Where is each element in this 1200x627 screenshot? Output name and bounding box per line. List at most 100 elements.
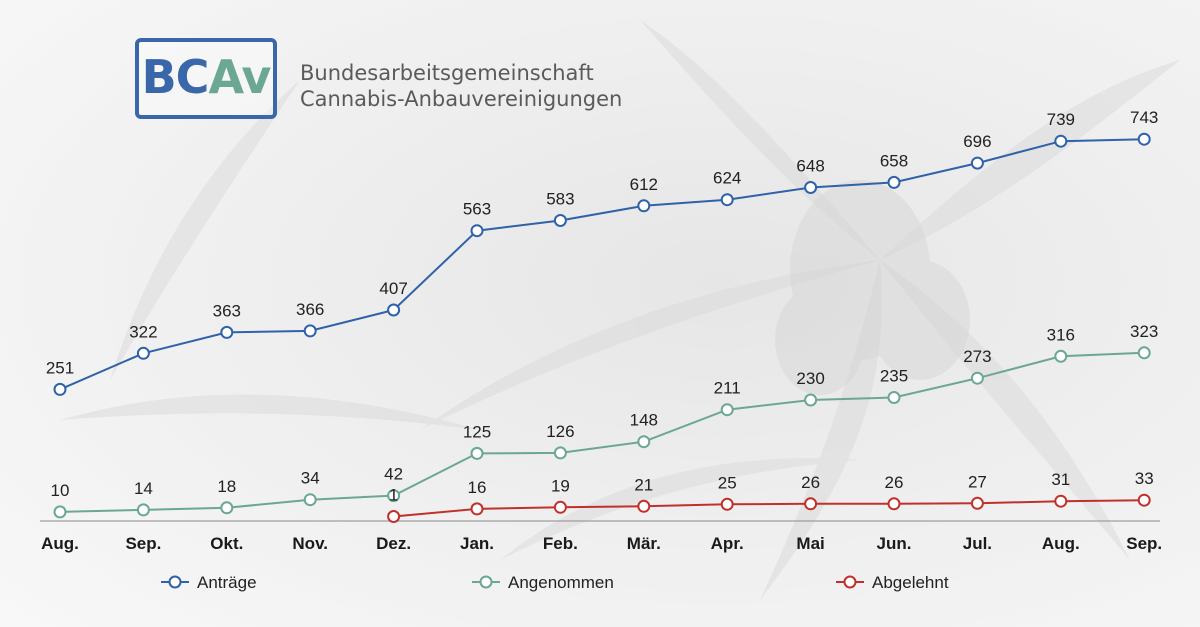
data-point [136, 503, 150, 517]
series-line [59, 138, 1145, 391]
legend-swatch-marker [843, 575, 857, 589]
x-tick-label: Aug. [1042, 534, 1080, 553]
data-point [220, 501, 234, 515]
data-point [553, 446, 567, 460]
legend: Anträge Angenommen Abgelehnt [161, 573, 949, 592]
data-point [887, 175, 901, 189]
data-point [720, 403, 734, 417]
data-label: 26 [801, 473, 820, 492]
x-tick-label: Nov. [292, 534, 328, 553]
x-tick-label: Jul. [963, 534, 992, 553]
series-line [59, 351, 1145, 513]
data-point [887, 497, 901, 511]
data-point [303, 324, 317, 338]
data-label: 739 [1047, 110, 1075, 129]
organization-name-line2: Cannabis-Anbauvereinigungen [300, 87, 623, 111]
x-tick-label: Mär. [627, 534, 661, 553]
series-1: 251 322 363 366 407 563 583 612 624 648 658 696 739 7… [46, 108, 1158, 396]
data-label: 26 [885, 473, 904, 492]
data-point [637, 199, 651, 213]
data-point [470, 446, 484, 460]
data-point [970, 156, 984, 170]
legend-item: Anträge [161, 573, 257, 592]
legend-swatch-marker [168, 575, 182, 589]
data-point [804, 497, 818, 511]
data-label: 21 [634, 475, 653, 494]
series-line [393, 499, 1145, 518]
data-label: 696 [963, 132, 991, 151]
series-3: 1 16 19 21 25 26 26 27 31 33 [387, 469, 1154, 523]
data-point [136, 346, 150, 360]
data-label: 31 [1051, 470, 1070, 489]
data-point [470, 224, 484, 238]
organization-name: Bundesarbeitsgemeinschaft Cannabis-Anbau… [300, 60, 622, 112]
data-label: 1 [389, 486, 398, 505]
x-tick-label: Mai [796, 534, 824, 553]
data-label: 648 [796, 157, 824, 176]
data-point [720, 497, 734, 511]
x-tick-label: Dez. [376, 534, 411, 553]
data-label: 322 [129, 322, 157, 341]
data-label: 148 [630, 411, 658, 430]
data-label: 316 [1047, 325, 1075, 344]
data-point [887, 391, 901, 404]
organization-name-line1: Bundesarbeitsgemeinschaft [300, 61, 594, 85]
legend-label: Angenommen [508, 573, 614, 592]
data-label: 251 [46, 358, 74, 377]
x-tick-label: Okt. [210, 534, 243, 553]
data-point [970, 371, 984, 385]
data-point [1054, 134, 1068, 148]
data-label: 624 [713, 169, 741, 188]
logo-part-bc: BC [141, 50, 210, 104]
data-point [387, 510, 401, 523]
legend-item: Angenommen [472, 573, 614, 592]
logo-text: BCAv [139, 50, 273, 104]
x-tick-label: Jun. [877, 534, 912, 553]
x-tick-label: Sep. [1126, 534, 1162, 553]
data-label: 19 [551, 476, 570, 495]
x-tick-label: Feb. [543, 534, 578, 553]
data-point [720, 193, 734, 207]
data-point [220, 325, 234, 339]
data-point [804, 393, 818, 407]
data-point [303, 493, 317, 507]
data-point [804, 181, 818, 194]
data-point [387, 303, 401, 317]
data-point [1054, 349, 1068, 363]
data-point [53, 382, 67, 396]
data-label: 126 [546, 422, 574, 441]
data-point [637, 499, 651, 513]
data-point [1137, 493, 1151, 507]
data-point [553, 214, 567, 227]
data-point [1137, 132, 1151, 146]
data-label: 366 [296, 300, 324, 319]
data-label: 42 [384, 465, 403, 484]
data-label: 33 [1135, 469, 1154, 488]
data-label: 583 [546, 190, 574, 209]
data-label: 16 [468, 478, 487, 497]
data-label: 10 [51, 481, 70, 500]
data-label: 658 [880, 151, 908, 170]
data-point [470, 502, 484, 516]
data-label: 27 [968, 472, 987, 491]
data-point [1054, 494, 1068, 508]
data-label: 612 [630, 175, 658, 194]
data-label: 211 [714, 379, 741, 398]
data-point [53, 505, 67, 519]
logo-part-av: Av [208, 50, 271, 104]
data-label: 34 [301, 469, 320, 488]
data-label: 743 [1130, 108, 1158, 127]
x-tick-label: Jan. [460, 534, 494, 553]
data-point [637, 435, 651, 449]
logo-box: BCAv [135, 38, 277, 119]
data-point [1137, 346, 1151, 360]
legend-label: Anträge [197, 573, 257, 592]
data-label: 14 [134, 479, 153, 498]
legend-item: Abgelehnt [836, 573, 949, 592]
legend-swatch-marker [479, 575, 493, 589]
data-point [553, 500, 567, 514]
